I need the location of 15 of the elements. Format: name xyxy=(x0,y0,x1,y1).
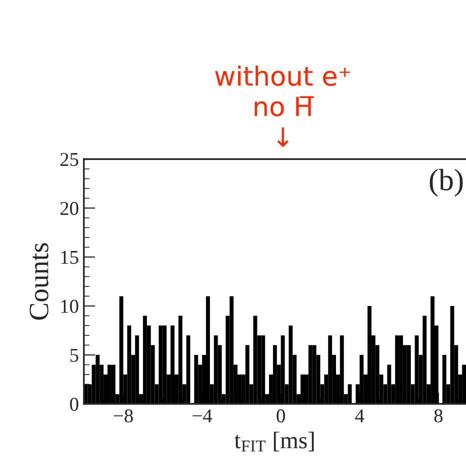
y-tick-label: 25 xyxy=(60,152,78,166)
y-axis-title: Counts xyxy=(30,243,48,320)
x-tick-label: 8 xyxy=(434,409,443,422)
x-tick-label: −4 xyxy=(192,409,212,422)
text: without e⁺ no H̅ ↓ xyxy=(215,65,350,147)
x-tick-label: 4 xyxy=(355,409,364,422)
y-tick-label: 10 xyxy=(61,300,78,313)
y-tick-label: 20 xyxy=(60,202,78,216)
y-tick-label: 5 xyxy=(70,348,78,362)
annotation: (b) xyxy=(430,168,463,197)
x-axis-title: t$_{FIT}$ [ms] xyxy=(234,432,314,452)
y-tick-label: 15 xyxy=(61,250,78,264)
x-tick-label: −8 xyxy=(114,409,133,422)
y-tick-label: 0 xyxy=(70,398,78,411)
x-tick-label: 0 xyxy=(276,409,285,422)
